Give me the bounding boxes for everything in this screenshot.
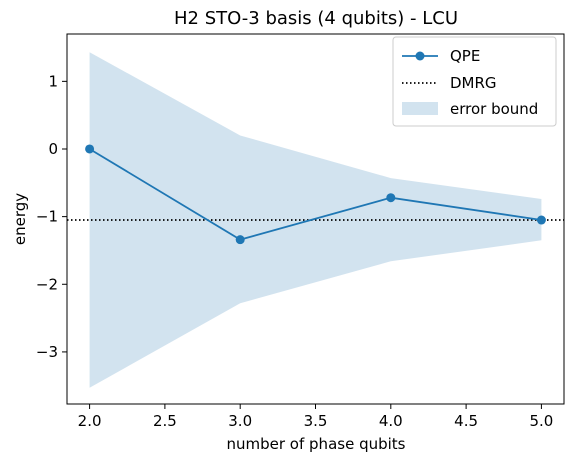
x-tick-label: 4.5: [454, 412, 478, 430]
y-tick-label: 0: [48, 140, 58, 158]
y-tick-label: −3: [36, 343, 58, 361]
legend: QPE DMRG error bound: [392, 36, 557, 127]
y-tick-label: 1: [48, 72, 58, 90]
legend-error-bound-swatch: [402, 102, 438, 115]
y-tick-label: −1: [36, 208, 58, 226]
x-tick-label: 2.5: [153, 412, 177, 430]
legend-error-bound-label: error bound: [450, 100, 538, 118]
legend-item-dmrg: DMRG: [402, 74, 497, 92]
y-axis-label: energy: [11, 193, 29, 245]
qpe-data-point: [386, 193, 396, 203]
legend-dmrg-label: DMRG: [450, 74, 497, 92]
x-axis-label: number of phase qubits: [227, 435, 406, 453]
x-tick-label: 5.0: [529, 412, 553, 430]
x-tick-label: 4.0: [379, 412, 403, 430]
qpe-data-point: [235, 235, 245, 245]
qpe-series-layer: [85, 144, 546, 245]
y-tick-label: −2: [36, 275, 58, 293]
x-tick-label: 3.5: [304, 412, 328, 430]
legend-qpe-swatch-marker: [415, 51, 425, 61]
qpe-data-point: [85, 144, 95, 154]
legend-item-qpe: QPE: [402, 47, 480, 65]
legend-item-error-bound: error bound: [402, 100, 538, 118]
qpe-series-line: [89, 148, 542, 241]
chart-title: H2 STO-3 basis (4 qubits) - LCU: [174, 8, 458, 29]
x-tick-label: 2.0: [78, 412, 102, 430]
qpe-data-point: [536, 215, 546, 225]
legend-qpe-label: QPE: [450, 47, 480, 65]
ticks-layer: 2.0 2.5 3.0 3.5 4.0 4.5 5.0 1 0 −1 −2 −3: [36, 72, 553, 430]
x-tick-label: 3.0: [228, 412, 252, 430]
